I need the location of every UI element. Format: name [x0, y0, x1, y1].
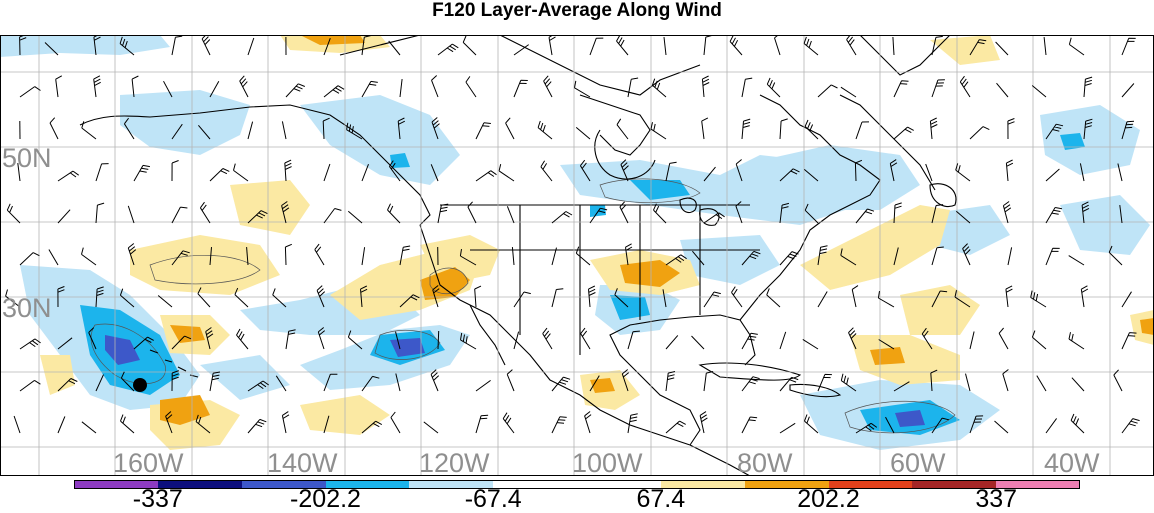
colorbar-tick-label: -337: [133, 486, 183, 512]
lon-label-100w: 100W: [572, 448, 643, 476]
colorbar-tick-label: -202.2: [290, 486, 361, 512]
colorbar-tick-label: 337: [975, 486, 1017, 512]
lon-label-160w: 160W: [113, 448, 184, 476]
map-panel: 50N 30N 160W 140W 120W 100W 80W 60W 40W: [0, 35, 1154, 476]
lat-label-50n: 50N: [2, 143, 52, 173]
lon-label-140w: 140W: [267, 448, 338, 476]
colorbar-border: [74, 480, 1080, 489]
colorbar-tick-label: 202.2: [797, 486, 860, 512]
lon-label-60w: 60W: [890, 448, 946, 476]
lon-label-120w: 120W: [419, 448, 490, 476]
map-title: F120 Layer-Average Along Wind: [0, 0, 1154, 22]
colorbar: [74, 480, 1080, 489]
colorbar-tick-label: 67.4: [636, 486, 685, 512]
location-marker: [133, 378, 147, 392]
colorbar-tick-label: -67.4: [465, 486, 522, 512]
lon-label-80w: 80W: [737, 448, 793, 476]
lat-label-30n: 30N: [2, 293, 52, 323]
lon-label-40w: 40W: [1044, 448, 1100, 476]
wind-barb: [438, 331, 439, 349]
